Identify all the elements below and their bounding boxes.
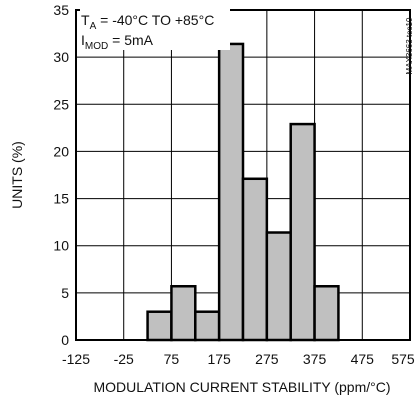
x-tick-label: 75 [164,351,180,367]
histogram-bar [170,285,197,342]
x-tick-labels: -125 -25 75 175 275 375 475 575 [62,351,415,367]
y-tick-label: 20 [53,143,69,159]
plot-frame [75,9,411,341]
histogram-bar [313,285,340,342]
y-tick-label: 35 [53,2,69,18]
histogram-bar [194,310,221,342]
temperature-condition-label: TA = -40°C TO +85°C [81,12,214,32]
histogram-bar [217,42,245,342]
x-tick-label: 375 [303,351,327,367]
figure-id-label: MAX3663 toc10 [405,17,414,74]
y-tick-label: 0 [61,332,69,348]
x-tick-label: -125 [62,351,90,367]
y-tick-label: 15 [53,191,69,207]
y-tick-label: 30 [53,49,69,65]
conditions-annotation: TA = -40°C TO +85°C IMOD = 5mA [80,6,230,52]
histogram-bar [241,177,269,342]
y-tick-label: 25 [53,96,69,112]
x-tick-label: 175 [207,351,231,367]
histogram-bars [146,42,340,342]
y-tick-label: 5 [61,285,69,301]
histogram-bar [265,231,292,342]
x-tick-label: 475 [351,351,375,367]
x-axis-title: MODULATION CURRENT STABILITY (ppm/°C) [93,379,390,395]
y-tick-label: 10 [53,238,69,254]
current-condition-label: IMOD = 5mA [81,32,154,52]
x-tick-label: 575 [391,351,415,367]
y-axis-title: UNITS (%) [9,141,25,209]
x-tick-label: -25 [114,351,134,367]
histogram-bar [289,122,316,342]
y-tick-labels: 0 5 10 15 20 25 30 35 [53,2,69,348]
histogram-bar [146,310,173,342]
x-tick-label: 275 [255,351,279,367]
